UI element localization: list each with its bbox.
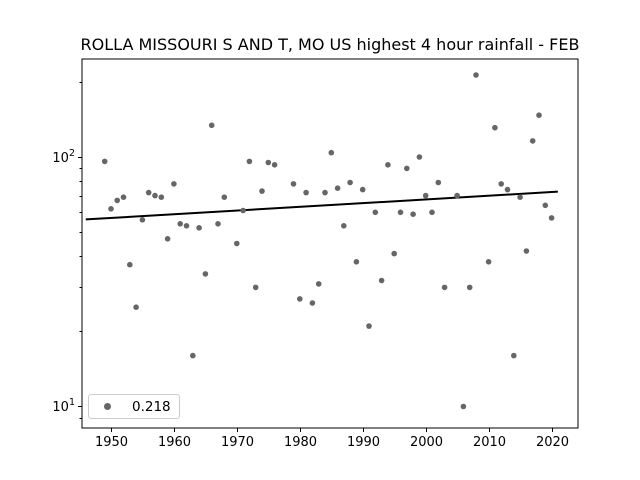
data-point	[391, 250, 398, 257]
data-point	[341, 223, 347, 229]
x-tick-label: 1970	[221, 435, 254, 450]
data-point	[517, 194, 523, 200]
data-point	[190, 352, 196, 359]
data-point	[385, 162, 391, 168]
x-tick-label: 1950	[95, 435, 128, 450]
data-point	[485, 259, 492, 265]
data-point	[127, 261, 133, 268]
data-point	[164, 236, 171, 242]
data-point	[492, 124, 498, 131]
y-tick-label: 102	[52, 148, 75, 166]
legend-marker-icon	[104, 403, 111, 410]
data-point	[511, 352, 517, 359]
data-point	[473, 72, 479, 78]
data-point	[152, 192, 158, 199]
x-tick-label: 1980	[284, 435, 317, 450]
data-point	[183, 223, 190, 229]
data-point	[133, 304, 139, 311]
data-point	[259, 188, 265, 194]
data-point	[101, 158, 108, 165]
data-point	[454, 192, 460, 199]
data-point	[309, 300, 316, 306]
data-point	[498, 181, 505, 187]
data-point	[504, 186, 511, 193]
x-tick-label: 1990	[347, 435, 380, 450]
data-point	[466, 284, 473, 291]
data-point	[328, 149, 335, 156]
data-point	[404, 165, 410, 172]
data-point	[435, 179, 442, 186]
data-point	[542, 202, 549, 209]
data-point	[271, 162, 278, 168]
data-point	[240, 207, 246, 214]
y-tick-label: 101	[52, 397, 75, 415]
x-tick-label: 1960	[158, 435, 191, 450]
data-point	[347, 179, 353, 186]
trend-line	[85, 190, 558, 221]
data-point	[215, 221, 221, 227]
x-tick-label: 2020	[536, 435, 569, 450]
data-point	[322, 189, 328, 196]
data-point	[429, 209, 435, 216]
x-tick-label: 2000	[410, 435, 443, 450]
data-point	[297, 296, 303, 302]
data-point	[536, 112, 542, 118]
data-point	[460, 403, 467, 410]
data-point	[139, 217, 146, 223]
data-point	[221, 194, 228, 200]
data-point	[234, 240, 240, 247]
data-point	[315, 281, 322, 287]
data-point	[158, 194, 165, 200]
data-point	[196, 225, 202, 231]
data-point	[366, 323, 372, 329]
data-point	[171, 181, 177, 187]
data-point	[529, 138, 536, 144]
data-point	[378, 277, 385, 284]
data-point	[290, 181, 297, 187]
data-point	[303, 189, 309, 196]
data-point	[422, 192, 429, 199]
data-point	[252, 284, 259, 291]
data-point	[177, 221, 183, 227]
data-point	[353, 259, 360, 265]
data-point	[246, 158, 253, 165]
data-point	[108, 206, 114, 212]
data-point	[202, 271, 209, 277]
data-point	[523, 248, 530, 254]
data-point	[334, 185, 341, 191]
data-point	[208, 122, 215, 129]
data-point	[114, 197, 120, 204]
chart-title: ROLLA MISSOURI S AND T, MO US highest 4 …	[80, 35, 580, 54]
x-tick-label: 2010	[473, 435, 506, 450]
data-point	[120, 194, 127, 200]
data-point	[359, 186, 366, 193]
data-point	[397, 209, 404, 216]
data-point	[548, 215, 555, 221]
data-point	[410, 211, 416, 217]
data-point	[372, 209, 379, 216]
legend: 0.218	[88, 394, 180, 419]
data-point	[145, 189, 152, 196]
axes-spines	[81, 58, 579, 429]
data-point	[265, 159, 272, 166]
data-point	[416, 154, 423, 160]
legend-label: 0.218	[132, 398, 171, 415]
data-point	[441, 284, 448, 291]
